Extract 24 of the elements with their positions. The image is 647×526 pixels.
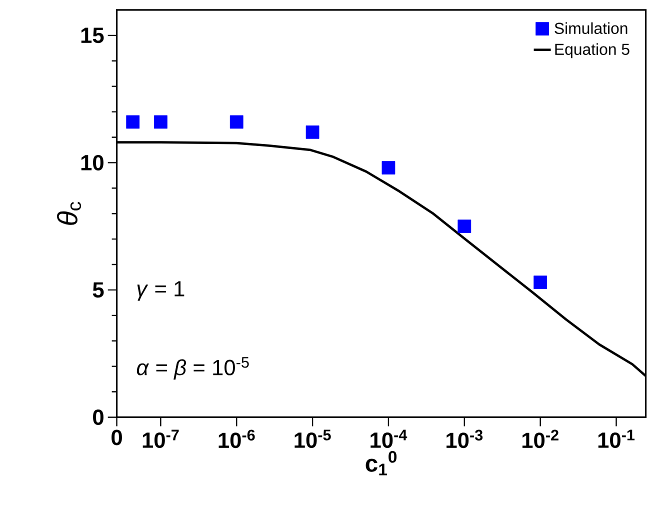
x-tick-label: 10$^{-1}$ [598,430,635,448]
y-tick-label: 10 [81,154,104,170]
y-tick-label: 5 [92,282,104,298]
x-tick-label: 10$^{-2}$ [522,430,558,448]
x-tick-label: 10$^{-4}$ [370,430,408,448]
legend-label: Simulation [554,22,628,34]
x-axis-title: c$_{1}$0 [366,450,397,476]
x-tick-label: 10$^{-5}$ [294,430,331,448]
legend-label: Equation 5 [555,43,630,58]
y-axis-title: θ$_{c}$ [57,202,82,225]
x-tick-label: 10$^{-6}$ [218,430,255,448]
annotation: α = β = 10$^{-5}$ [136,357,249,380]
annotation: γ = 1 [137,281,184,301]
point [230,115,244,129]
point [154,115,168,129]
point [534,276,548,290]
point [458,220,472,234]
x-tick-label: 10$^{-3}$ [446,430,483,448]
y-tick-label: 15 [81,28,104,44]
y-tick-label: 0 [93,409,104,425]
x-tick-label: 0 [112,430,122,446]
x-tick-label: 10$^{-7}$ [142,430,179,448]
point [382,161,396,174]
point [306,125,320,139]
